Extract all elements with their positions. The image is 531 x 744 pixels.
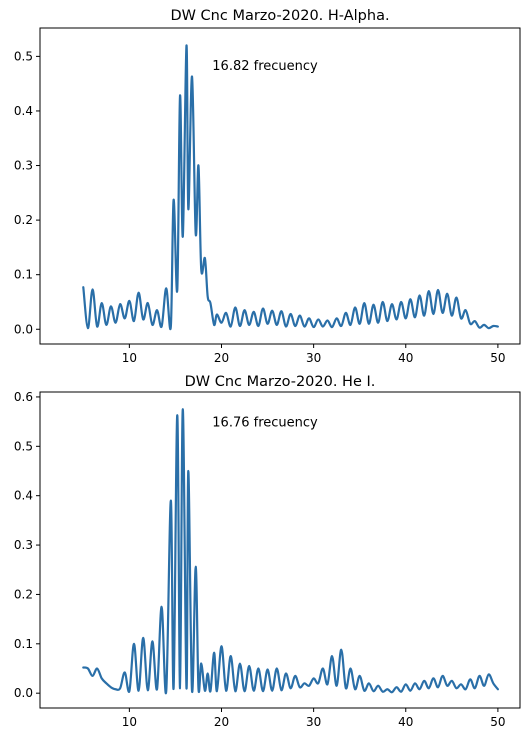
- y-tick-label: 0.4: [14, 104, 33, 118]
- chart-title: DW Cnc Marzo-2020. He I.: [185, 374, 376, 390]
- x-tick-label: 50: [490, 715, 505, 729]
- x-tick-label: 20: [214, 715, 229, 729]
- y-tick-label: 0.4: [14, 489, 33, 503]
- y-tick-label: 0.5: [14, 49, 33, 63]
- frequency-annotation: 16.82 frecuency: [212, 59, 318, 74]
- x-tick-label: 30: [306, 351, 321, 365]
- chart-2: DW Cnc Marzo-2020. He I. 10 20 30 40 50 0.0 0.1…: [14, 374, 521, 729]
- chart-1: DW Cnc Marzo-2020. H-Alpha. 10 20 30 40 50 0.0…: [14, 8, 521, 365]
- y-tick-label: 0.0: [14, 686, 33, 700]
- y-tick-label: 0.2: [14, 587, 33, 601]
- x-tick-label: 30: [306, 715, 321, 729]
- y-tick-label: 0.5: [14, 439, 33, 453]
- y-tick-label: 0.6: [14, 390, 33, 404]
- x-tick-label: 40: [398, 715, 413, 729]
- plot-frame: [39, 391, 521, 709]
- x-tick-label: 10: [122, 715, 137, 729]
- y-tick-label: 0.1: [14, 268, 33, 282]
- x-tick-label: 40: [398, 351, 413, 365]
- y-tick-label: 0.3: [14, 538, 33, 552]
- y-tick-label: 0.2: [14, 213, 33, 227]
- chart-title: DW Cnc Marzo-2020. H-Alpha.: [170, 8, 389, 24]
- series-line: [82, 408, 499, 695]
- y-tick-label: 0.3: [14, 159, 33, 173]
- series-line: [82, 44, 499, 331]
- y-tick-label: 0.0: [14, 322, 33, 336]
- x-tick-label: 20: [214, 351, 229, 365]
- plot-frame: [39, 27, 521, 345]
- frequency-annotation: 16.76 frecuency: [212, 416, 318, 431]
- x-tick-label: 50: [490, 351, 505, 365]
- x-tick-label: 10: [122, 351, 137, 365]
- y-tick-label: 0.1: [14, 637, 33, 651]
